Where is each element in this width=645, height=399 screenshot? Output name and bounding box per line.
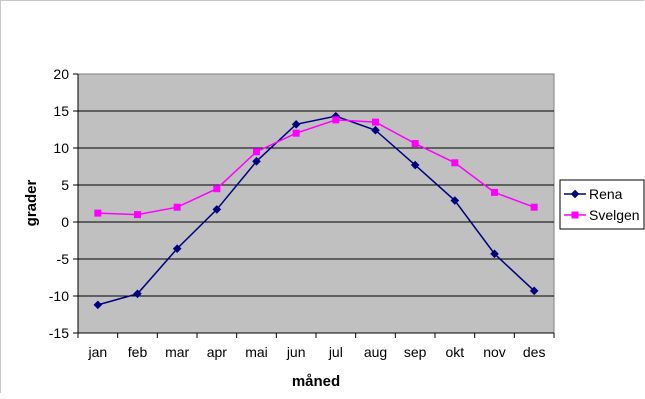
series-line	[97, 115, 535, 306]
data-point	[451, 159, 459, 167]
data-point	[133, 289, 142, 299]
data-point	[411, 140, 419, 148]
data-point	[292, 129, 300, 137]
x-tick-label: apr	[207, 344, 228, 360]
y-axis-title: grader	[23, 179, 40, 226]
legend-marker	[571, 211, 579, 219]
x-tick-label: aug	[364, 344, 387, 360]
y-tick-label: -15	[49, 325, 69, 341]
gridlines	[78, 110, 554, 297]
x-tick-label: sep	[404, 344, 427, 360]
legend-label: Svelgen	[589, 207, 640, 223]
series-svelgen	[94, 116, 538, 219]
y-tick-label: 10	[53, 140, 69, 156]
x-tick-label: okt	[445, 344, 464, 360]
y-tick-label: 15	[53, 103, 69, 119]
legend-label: Rena	[589, 186, 623, 202]
data-point	[172, 244, 182, 253]
x-tick-label: jul	[328, 344, 343, 360]
data-point	[372, 118, 379, 126]
data-point	[529, 286, 539, 296]
y-tick-label: -10	[49, 288, 69, 304]
y-tick-label: 0	[61, 214, 69, 230]
data-point	[253, 148, 260, 156]
data-point	[410, 160, 420, 170]
x-tick-label: feb	[128, 344, 148, 360]
data-point	[490, 249, 499, 259]
plot-area	[77, 73, 555, 334]
x-tick-label: mai	[245, 344, 268, 360]
legend: Rena Svelgen	[559, 179, 645, 230]
x-tick-label: mar	[165, 344, 189, 360]
x-axis-title: måned	[292, 373, 340, 390]
series-group	[93, 111, 539, 310]
y-tick-label: 5	[61, 177, 69, 193]
data-point	[450, 196, 460, 205]
data-point	[173, 203, 181, 211]
data-point	[252, 157, 261, 166]
y-axis: 20 15 10 5 0 -5 -10 -15	[49, 66, 79, 341]
data-point	[371, 125, 380, 135]
legend-marker	[570, 189, 580, 199]
data-point	[212, 205, 222, 214]
data-point	[213, 185, 221, 193]
x-tick-label: jan	[87, 344, 107, 360]
x-tick-label: des	[523, 344, 546, 360]
y-tick-label: -5	[57, 251, 70, 267]
data-point	[491, 188, 498, 196]
legend-box	[559, 179, 645, 230]
data-point	[332, 116, 340, 124]
series-line	[97, 119, 535, 216]
x-tick-label: jun	[286, 344, 306, 360]
y-tick-label: 20	[53, 66, 69, 82]
data-point	[94, 209, 102, 217]
data-point	[134, 211, 141, 219]
x-tick-label: nov	[483, 344, 506, 360]
data-point	[93, 300, 103, 310]
data-point	[530, 203, 538, 211]
x-axis: jan feb mar apr mai jun jul aug sep okt nov des	[77, 332, 555, 360]
legend-items: Rena Svelgen	[564, 186, 640, 223]
data-point	[291, 120, 301, 129]
